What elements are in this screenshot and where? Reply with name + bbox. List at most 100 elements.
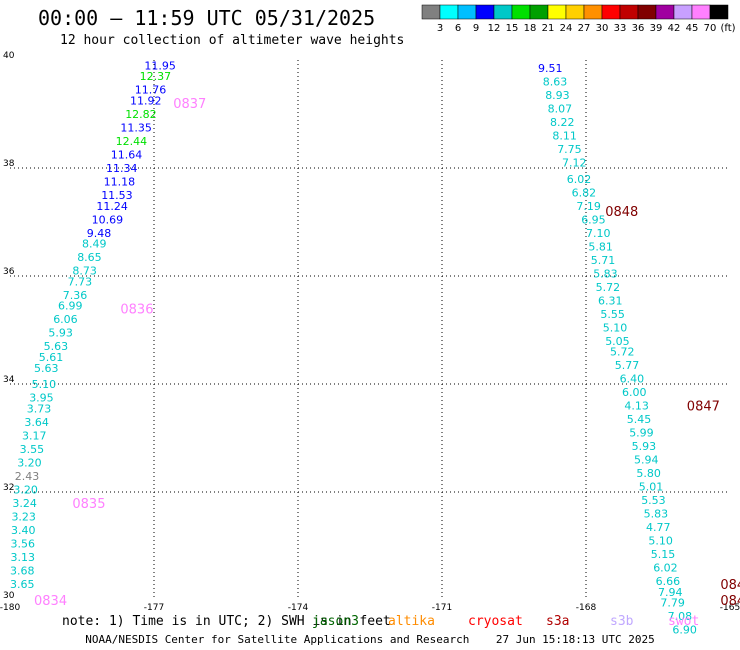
time-marker: 0837	[173, 97, 206, 112]
swh-point-track2: 5.55	[600, 308, 625, 321]
swh-point-track2: 8.93	[545, 89, 570, 102]
swh-point-track1: 8.73	[72, 265, 97, 278]
swh-point-track2: 6.40	[620, 373, 645, 386]
chart-title: 00:00 – 11:59 UTC 05/31/2025	[38, 6, 376, 30]
colorbar-label: 27	[578, 23, 591, 34]
time-marker: 0848	[605, 205, 638, 220]
swh-point-track2: 6.82	[572, 186, 597, 199]
colorbar-swatch	[565, 4, 585, 20]
swh-point-track1: 11.92	[130, 95, 162, 108]
colorbar-swatch	[493, 4, 513, 20]
time-marker: 0836	[120, 302, 153, 317]
swh-point-track1: 5.61	[39, 351, 64, 364]
y-tick-label: 36	[3, 267, 15, 277]
swh-point-track1: 11.95	[144, 59, 176, 72]
colorbar-label: 9	[473, 23, 479, 34]
footer-credit: NOAA/NESDIS Center for Satellite Applica…	[0, 633, 740, 646]
swh-point-track2: 5.94	[634, 454, 659, 467]
swh-point-track2: 5.83	[644, 508, 669, 521]
time-marker: 0847	[687, 400, 720, 415]
swh-point-track2: 6.00	[622, 386, 647, 399]
colorbar-label: (ft)	[720, 23, 735, 34]
swh-point-track1: 3.95	[29, 392, 54, 405]
swh-point-track2: 7.08	[668, 610, 693, 623]
swh-point-track2: 5.71	[591, 254, 616, 267]
colorbar-label: 42	[668, 23, 681, 34]
swh-point-track1: 11.34	[106, 162, 138, 175]
swh-point-track1: 8.49	[82, 238, 107, 251]
colorbar-swatch	[691, 4, 711, 20]
swh-point-track1: 3.13	[10, 551, 35, 564]
colorbar-swatch	[511, 4, 531, 20]
swh-point-track2: 4.77	[646, 521, 671, 534]
colorbar-label: 36	[632, 23, 645, 34]
swh-point-track2: 5.05	[605, 335, 630, 348]
colorbar-label: 24	[560, 23, 573, 34]
swh-point-track1: 3.73	[27, 402, 52, 415]
time-marker: 0834	[34, 594, 67, 609]
colorbar-swatch	[547, 4, 567, 20]
x-tick-label: -174	[288, 603, 309, 613]
satellite-legend-item: s3a	[546, 614, 569, 629]
swh-point-track2: 8.11	[552, 130, 577, 143]
satellite-legend-item: s3b	[610, 614, 634, 629]
colorbar-label: 30	[596, 23, 609, 34]
x-tick-label: -177	[144, 603, 164, 613]
y-tick-label: 40	[3, 51, 15, 61]
swh-point-track1: 6.99	[58, 300, 83, 313]
colorbar-label: 12	[488, 23, 501, 34]
swh-point-track2: 5.72	[596, 281, 621, 294]
colorbar-swatch	[583, 4, 603, 20]
colorbar-swatch	[709, 4, 729, 20]
swh-point-track1: 3.40	[11, 524, 36, 537]
x-tick-label: -171	[432, 603, 452, 613]
swh-point-track1: 11.35	[120, 122, 151, 135]
satellite-legend-item: cryosat	[468, 614, 523, 629]
swh-point-track1: 7.73	[68, 275, 93, 288]
swh-point-track2: 8.22	[550, 116, 575, 129]
swh-point-track1: 3.65	[10, 578, 35, 591]
colorbar-label: 33	[614, 23, 627, 34]
swh-point-track2: 6.02	[653, 562, 678, 575]
y-tick-label: 34	[3, 375, 15, 385]
satellite-legend-item: swot	[668, 614, 699, 629]
x-tick-label: -168	[576, 603, 597, 613]
swh-point-track1: 5.93	[48, 327, 73, 340]
swh-point-track2: 6.90	[672, 624, 697, 637]
swh-point-track2: 8.07	[548, 103, 573, 116]
satellite-legend-item: altika	[388, 614, 435, 629]
swh-point-track1: 2.43	[15, 470, 40, 483]
swh-point-track2: 5.10	[603, 321, 628, 334]
colorbar-swatch	[529, 4, 549, 20]
swh-point-track2: 7.10	[586, 227, 611, 240]
swh-point-track2: 5.81	[588, 240, 613, 253]
colorbar-label: 21	[542, 23, 555, 34]
swh-point-track1: 3.64	[24, 416, 49, 429]
swh-point-track1: 6.06	[53, 313, 77, 326]
footer-credit-text: NOAA/NESDIS Center for Satellite Applica…	[85, 633, 470, 646]
swh-point-track2: 5.72	[610, 346, 635, 359]
colorbar-label: 3	[437, 23, 443, 34]
footer-note: note: 1) Time is in UTC; 2) SWH is in fe…	[62, 614, 391, 629]
swh-point-track1: 7.36	[63, 289, 88, 302]
swh-point-track2: 9.51	[538, 62, 563, 75]
colorbar-swatch	[637, 4, 657, 20]
chart-subtitle: 12 hour collection of altimeter wave hei…	[60, 33, 405, 48]
swh-point-track1: 3.55	[20, 443, 44, 456]
x-tick-label: -180	[0, 603, 20, 613]
swh-point-track2: 6.66	[656, 575, 681, 588]
colorbar-swatch	[655, 4, 675, 20]
swh-point-track1: 3.24	[12, 497, 37, 510]
swh-point-track2: 6.31	[598, 294, 623, 307]
swh-point-track1: 11.76	[135, 84, 167, 97]
time-marker: 0846	[720, 578, 740, 593]
swh-point-track2: 5.93	[632, 440, 657, 453]
swh-point-track2: 5.01	[639, 481, 664, 494]
swh-point-track2: 5.10	[648, 535, 673, 548]
colorbar-swatch	[475, 4, 495, 20]
swh-point-track1: 5.63	[44, 340, 69, 353]
swh-point-track2: 5.45	[627, 413, 652, 426]
swh-point-track2: 8.63	[543, 76, 568, 89]
